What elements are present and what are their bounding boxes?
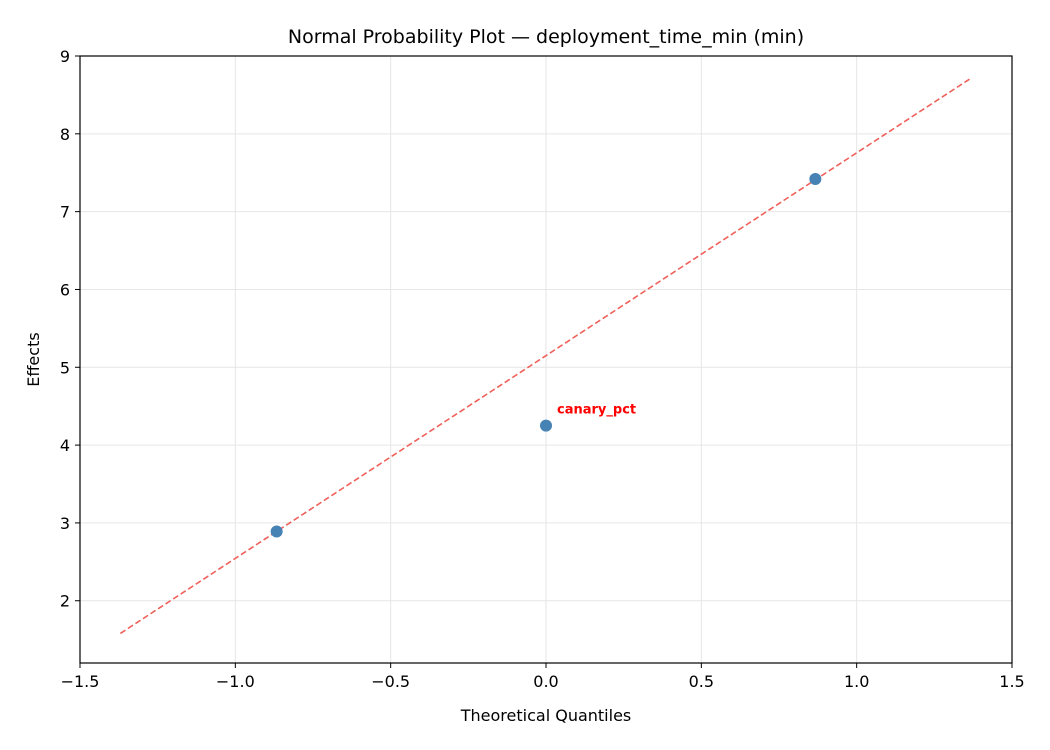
reference-line-group xyxy=(119,77,973,635)
point-annotation: canary_pct xyxy=(557,403,636,418)
x-tick-label: −1.0 xyxy=(216,672,255,691)
y-tick-label: 8 xyxy=(60,125,70,144)
data-point xyxy=(270,525,283,538)
reference-line xyxy=(119,77,973,635)
y-axis-title: Effects xyxy=(24,332,43,386)
x-tick-label: 0.5 xyxy=(689,672,714,691)
y-tick-label: 9 xyxy=(60,47,70,66)
y-tick-label: 6 xyxy=(60,280,70,299)
y-axis: 2 3 4 5 6 7 8 9 xyxy=(60,47,80,611)
x-axis-title: Theoretical Quantiles xyxy=(460,706,632,725)
x-tick-label: 1.0 xyxy=(844,672,869,691)
data-point xyxy=(540,419,552,432)
x-tick-label: −1.5 xyxy=(61,672,100,691)
y-tick-label: 4 xyxy=(60,436,70,455)
x-tick-label: 1.5 xyxy=(999,672,1024,691)
x-axis: −1.5 −1.0 −0.5 0.0 0.5 1.0 1.5 xyxy=(61,663,1025,691)
x-tick-label: −0.5 xyxy=(371,672,410,691)
y-tick-label: 7 xyxy=(60,203,70,222)
y-tick-label: 5 xyxy=(60,358,70,377)
y-tick-label: 3 xyxy=(60,514,70,533)
data-points xyxy=(270,172,822,538)
x-tick-label: 0.0 xyxy=(533,672,558,691)
data-point xyxy=(809,172,822,185)
y-tick-label: 2 xyxy=(60,592,70,611)
grid-lines xyxy=(79,55,1013,663)
annotations: canary_pct xyxy=(557,403,636,418)
chart-title: Normal Probability Plot — deployment_tim… xyxy=(288,26,804,48)
